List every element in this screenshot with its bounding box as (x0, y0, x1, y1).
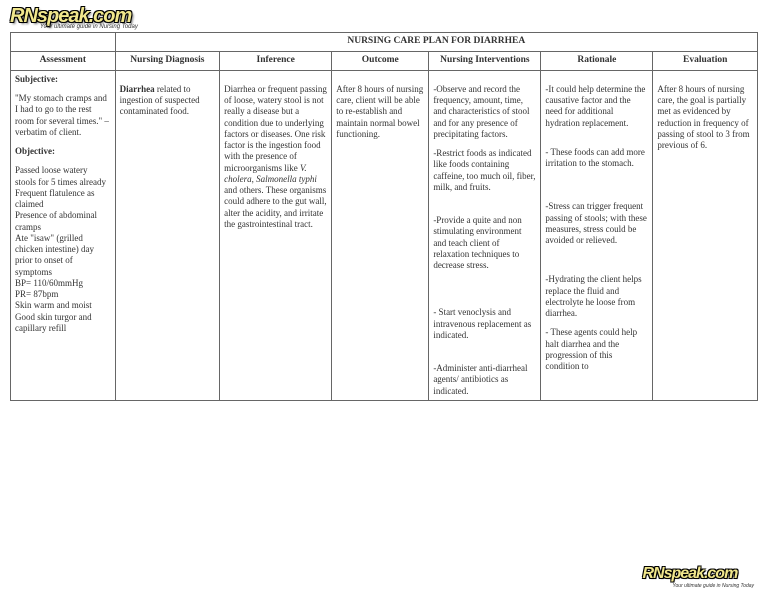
objective-label: Objective: (15, 146, 111, 157)
interventions-cell: -Observe and record the frequency, amoun… (429, 70, 541, 400)
objective-line: BP= 110/60mmHg (15, 278, 111, 289)
subjective-label: Subjective: (15, 74, 111, 85)
col-header: Nursing Diagnosis (115, 51, 220, 70)
outcome-text: After 8 hours of nursing care, client wi… (336, 84, 424, 140)
footer-logo-text: RNspeak.com (642, 565, 754, 583)
col-header: Nursing Interventions (429, 51, 541, 70)
rationale-item: -It could help determine the causative f… (545, 84, 648, 129)
diagnosis-bold: Diarrhea (120, 84, 155, 94)
col-header: Evaluation (653, 51, 758, 70)
rationale-item: -Stress can trigger frequent passing of … (545, 201, 648, 246)
rationale-item: - These foods can add more irritation to… (545, 147, 648, 170)
inference-italic: Salmonella typhi (256, 174, 317, 184)
col-header: Inference (220, 51, 332, 70)
intervention-item: - Start venoclysis and intravenous repla… (433, 307, 536, 341)
objective-line: Frequent flatulence as claimed (15, 188, 111, 211)
intervention-item: -Administer anti-diarrheal agents/ antib… (433, 363, 536, 397)
inference-cell: Diarrhea or frequent passing of loose, w… (220, 70, 332, 400)
data-row: Subjective: "My stomach cramps and I had… (11, 70, 758, 400)
footer-logo-tagline: Your ultimate guide in Nursing Today (672, 583, 754, 589)
objective-line: PR= 87bpm (15, 289, 111, 300)
rationale-cell: -It could help determine the causative f… (541, 70, 653, 400)
intervention-item: -Observe and record the frequency, amoun… (433, 84, 536, 140)
objective-line: Passed loose watery stools for 5 times a… (15, 165, 111, 188)
diagnosis-cell: Diarrhea related to ingestion of suspect… (115, 70, 220, 400)
objective-line: Good skin turgor and capillary refill (15, 312, 111, 335)
assessment-cell: Subjective: "My stomach cramps and I had… (11, 70, 116, 400)
logo-tagline: Your ultimate guide in Nursing Today (40, 24, 758, 30)
objective-line: Skin warm and moist (15, 300, 111, 311)
care-plan-table: NURSING CARE PLAN FOR DIARRHEA Assessmen… (10, 32, 758, 401)
col-header: Assessment (11, 51, 116, 70)
intervention-item: -Provide a quite and non stimulating env… (433, 215, 536, 271)
rationale-item: - These agents could help halt diarrhea … (545, 327, 648, 372)
outcome-cell: After 8 hours of nursing care, client wi… (332, 70, 429, 400)
header-logo: RNspeak.com Your ultimate guide in Nursi… (10, 6, 758, 30)
col-header: Outcome (332, 51, 429, 70)
subjective-text: "My stomach cramps and I had to go to th… (15, 93, 111, 138)
table-title: NURSING CARE PLAN FOR DIARRHEA (115, 33, 757, 52)
objective-line: Presence of abdominal cramps (15, 210, 111, 233)
intervention-item: -Restrict foods as indicated like foods … (433, 148, 536, 193)
title-row: NURSING CARE PLAN FOR DIARRHEA (11, 33, 758, 52)
header-row: Assessment Nursing Diagnosis Inference O… (11, 51, 758, 70)
inference-text: and others. These organisms could adhere… (224, 185, 326, 229)
evaluation-text: After 8 hours of nursing care, the goal … (657, 84, 753, 152)
col-header: Rationale (541, 51, 653, 70)
objective-line: Ate "isaw" (grilled chicken intestine) d… (15, 233, 111, 278)
logo-text: RNspeak.com (10, 6, 758, 26)
evaluation-cell: After 8 hours of nursing care, the goal … (653, 70, 758, 400)
footer-logo: RNspeak.com Your ultimate guide in Nursi… (642, 565, 754, 589)
rationale-item: -Hydrating the client helps replace the … (545, 274, 648, 319)
inference-text: Diarrhea or frequent passing of loose, w… (224, 84, 327, 173)
